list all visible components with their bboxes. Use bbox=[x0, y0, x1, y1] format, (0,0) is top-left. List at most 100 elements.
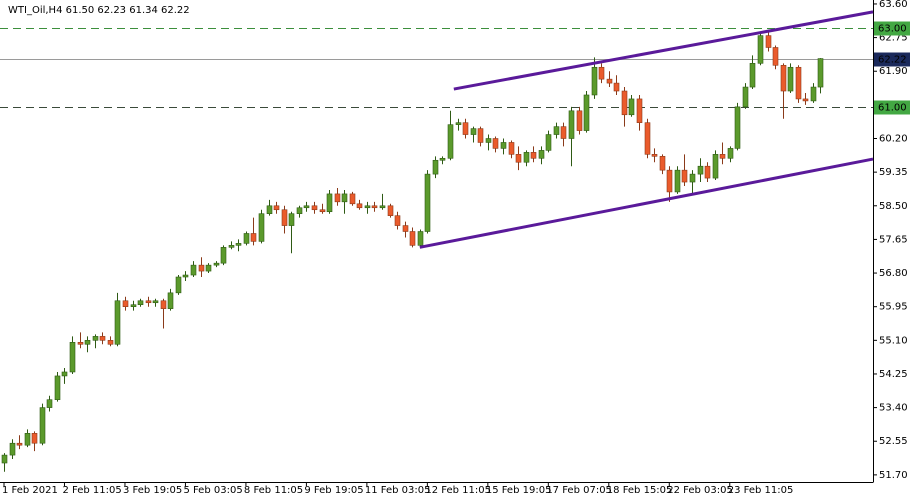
x-tick-label: 22 Feb 03:05 bbox=[667, 485, 733, 496]
y-tick-label: 60.20 bbox=[879, 134, 908, 145]
candle-body bbox=[772, 47, 779, 66]
level-label-bg bbox=[874, 21, 910, 36]
y-tick-label: 62.75 bbox=[879, 33, 908, 44]
candle-body bbox=[417, 231, 424, 246]
candle-body bbox=[77, 342, 84, 345]
candle-body bbox=[500, 142, 507, 149]
level-label: 63.00 bbox=[878, 24, 907, 35]
candle-body bbox=[606, 78, 613, 84]
candle-body bbox=[364, 205, 371, 209]
candle-body bbox=[508, 142, 515, 155]
candle-body bbox=[583, 94, 590, 131]
candle-body bbox=[795, 66, 802, 100]
y-tick-label: 52.55 bbox=[879, 436, 908, 447]
candle-body bbox=[160, 300, 167, 309]
candle-body bbox=[24, 433, 31, 446]
candle-body bbox=[243, 233, 250, 244]
candle-body bbox=[288, 213, 295, 226]
candle-body bbox=[727, 148, 734, 159]
chart-header: WTI_Oil,H4 61.50 62.23 61.34 62.22 bbox=[8, 5, 190, 16]
x-tick-label: 17 Feb 07:05 bbox=[546, 485, 612, 496]
y-tick-label: 63.60 bbox=[879, 0, 908, 10]
x-tick-label: 1 Feb 2021 bbox=[2, 485, 58, 496]
candle-body bbox=[689, 173, 696, 183]
y-tick-label: 58.50 bbox=[879, 201, 908, 212]
candle-body bbox=[666, 169, 673, 193]
candle-body bbox=[621, 90, 628, 116]
candle-body bbox=[122, 300, 129, 307]
x-tick-label: 18 Feb 15:05 bbox=[607, 485, 673, 496]
candle-body bbox=[296, 207, 303, 214]
candle-body bbox=[530, 152, 537, 159]
candle-body bbox=[704, 165, 711, 179]
candle-body bbox=[379, 205, 386, 209]
candle-body bbox=[734, 106, 741, 149]
candles bbox=[1, 29, 824, 472]
candle-body bbox=[515, 154, 522, 163]
candle-body bbox=[742, 86, 749, 108]
candle-body bbox=[810, 86, 817, 102]
candle-body bbox=[167, 292, 174, 309]
candle-body bbox=[553, 126, 560, 135]
candle-body bbox=[319, 209, 326, 213]
candle-body bbox=[258, 213, 265, 242]
candle-body bbox=[1, 454, 8, 464]
candle-body bbox=[545, 134, 552, 151]
x-tick-label: 9 Feb 19:05 bbox=[304, 485, 363, 496]
candle-body bbox=[349, 193, 356, 205]
candle-body bbox=[250, 233, 257, 242]
candle-body bbox=[137, 300, 144, 306]
candle-body bbox=[387, 205, 394, 216]
y-tick-label: 53.40 bbox=[879, 403, 908, 414]
candle-body bbox=[182, 274, 189, 278]
candle-body bbox=[765, 35, 772, 48]
candle-body bbox=[462, 122, 469, 135]
candle-body bbox=[568, 110, 575, 139]
candle-body bbox=[61, 371, 68, 377]
candle-body bbox=[651, 154, 658, 157]
candle-body bbox=[152, 300, 159, 304]
candle-body bbox=[817, 58, 824, 88]
candle-body bbox=[334, 193, 341, 203]
candle-body bbox=[470, 128, 477, 135]
y-tick-label: 54.25 bbox=[879, 369, 908, 380]
y-tick-label: 59.35 bbox=[879, 167, 908, 178]
x-tick-label: 2 Feb 11:05 bbox=[62, 485, 121, 496]
candle-body bbox=[477, 128, 484, 143]
level-label: 61.00 bbox=[878, 103, 907, 114]
x-tick-label: 3 Feb 19:05 bbox=[123, 485, 182, 496]
candle-body bbox=[99, 336, 106, 341]
candle-body bbox=[281, 209, 288, 226]
candle-body bbox=[492, 138, 499, 149]
candle-body bbox=[228, 245, 235, 248]
candle-body bbox=[190, 264, 197, 276]
candle-body bbox=[485, 138, 492, 143]
candle-body bbox=[712, 154, 719, 179]
candle-body bbox=[273, 205, 280, 211]
trendline bbox=[453, 10, 874, 91]
candle-body bbox=[674, 169, 681, 193]
level-label: 62.22 bbox=[878, 55, 907, 66]
candle-body bbox=[213, 262, 220, 266]
candle-body bbox=[46, 399, 53, 408]
candle-body bbox=[394, 215, 401, 226]
candle-body bbox=[303, 205, 310, 209]
candle-body bbox=[628, 98, 635, 116]
candle-body bbox=[644, 122, 651, 155]
y-tick-label: 57.65 bbox=[879, 234, 908, 245]
y-tick-label: 51.70 bbox=[879, 470, 908, 481]
candle-body bbox=[598, 66, 605, 80]
candle-body bbox=[220, 247, 227, 264]
candle-body bbox=[145, 300, 152, 304]
candle-body bbox=[341, 193, 348, 203]
y-tick-label: 55.10 bbox=[879, 335, 908, 346]
candle-body bbox=[757, 35, 764, 64]
candle-body bbox=[455, 122, 462, 125]
candle-body bbox=[424, 173, 431, 232]
trendlines bbox=[419, 10, 874, 249]
y-tick-label: 55.95 bbox=[879, 302, 908, 313]
candle-body bbox=[613, 82, 620, 92]
candle-body bbox=[749, 63, 756, 88]
candle-body bbox=[31, 433, 38, 444]
